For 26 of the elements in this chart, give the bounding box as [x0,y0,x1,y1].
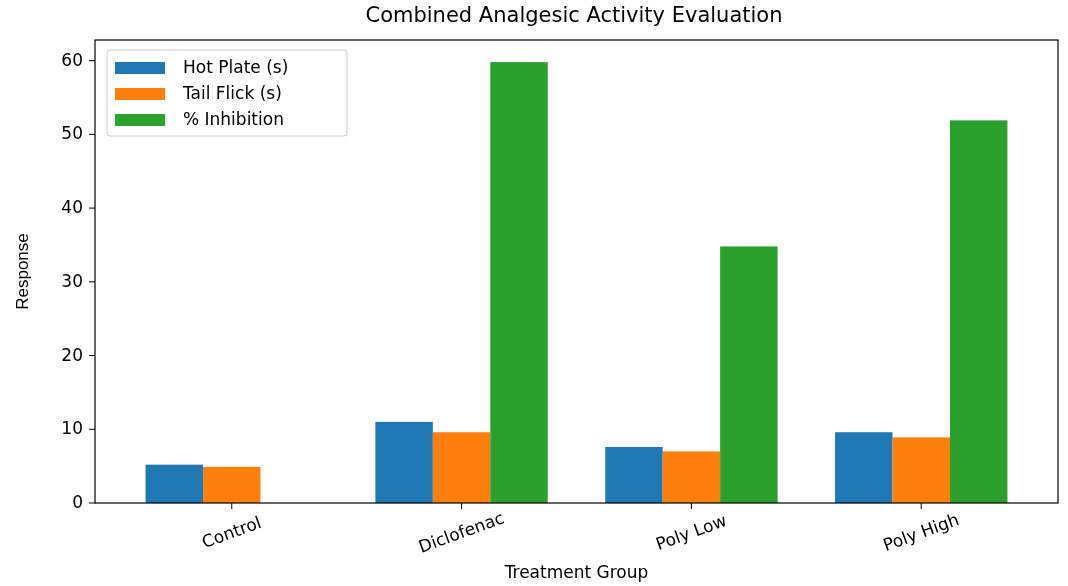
x-tick-label: Poly High [880,509,962,556]
legend-label: % Inhibition [183,109,284,129]
chart-title: Combined Analgesic Activity Evaluation [365,3,783,27]
bar [432,432,491,503]
bar [949,120,1008,503]
bar [203,466,261,503]
legend-label: Tail Flick (s) [182,83,282,103]
bar [662,451,721,503]
x-axis-title: Treatment Group [503,562,649,582]
bar [605,446,663,503]
bar [720,246,778,503]
bar [375,421,433,503]
y-tick-label: 50 [61,123,83,144]
y-axis-title: Response [13,233,32,310]
y-tick-label: 60 [61,49,83,70]
x-tick-label: Poly Low [653,510,730,555]
legend-label: Hot Plate (s) [183,57,289,77]
y-tick-label: 30 [61,270,83,291]
bar [892,437,950,503]
bar [835,432,893,503]
y-tick-label: 0 [72,492,83,512]
bar [490,62,548,503]
y-tick-label: 10 [61,418,83,439]
bar [145,464,204,503]
y-tick-label: 20 [61,344,83,365]
y-tick-label: 40 [61,197,83,218]
